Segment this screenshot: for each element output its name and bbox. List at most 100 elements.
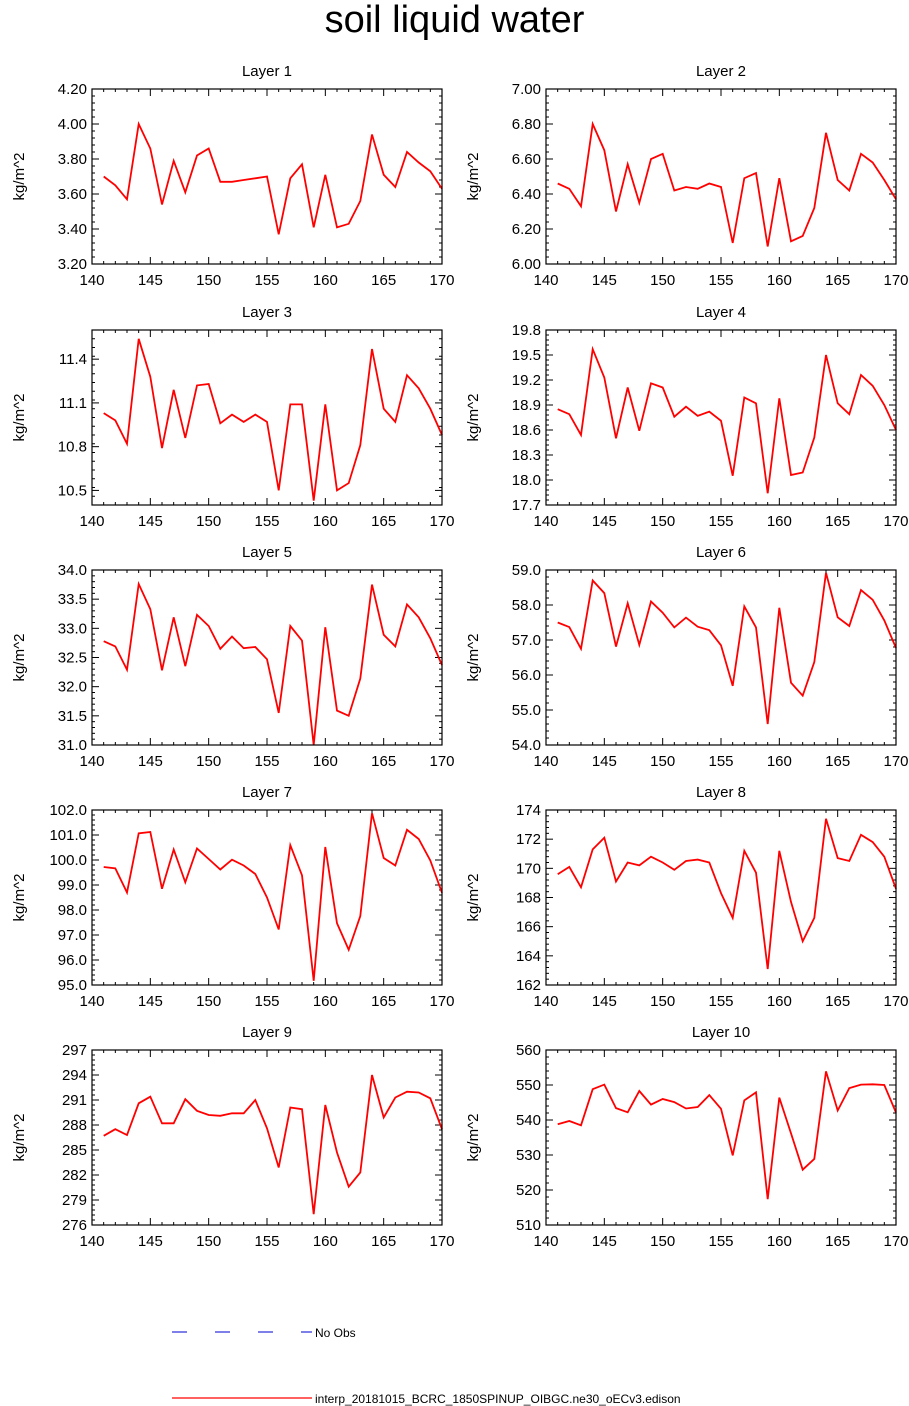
y-tick-label: 10.5	[58, 482, 87, 499]
x-tick-label: 140	[79, 1233, 104, 1250]
x-tick-label: 150	[650, 513, 675, 530]
y-tick-label: 17.7	[512, 497, 541, 514]
x-tick-label: 170	[429, 753, 454, 770]
y-tick-label: 3.20	[58, 256, 87, 273]
y-tick-label: 34.0	[58, 562, 87, 579]
x-tick-label: 165	[371, 753, 396, 770]
panel-layer-10: Layer 10 kg/m^2 140 145 150 155 160 165 170 510 52…	[465, 1024, 909, 1250]
panel-layer-2: Layer 2 kg/m^2 140 145 150 155 160 165 170 6.00 6.…	[465, 63, 909, 289]
y-axis-label: kg/m^2	[465, 1114, 482, 1162]
y-tick-label: 18.9	[512, 397, 541, 414]
y-tick-label: 96.0	[58, 952, 87, 969]
y-tick-label: 7.00	[512, 81, 541, 98]
x-tick-label: 170	[429, 513, 454, 530]
plot-frame	[545, 569, 897, 746]
y-tick-label: 99.0	[58, 877, 87, 894]
legend-series-label: interp_20181015_BCRC_1850SPINUP_OIBGC.ne…	[315, 1392, 681, 1406]
series-line	[103, 338, 443, 501]
y-tick-label: 98.0	[58, 902, 87, 919]
x-tick-label: 165	[371, 513, 396, 530]
x-tick-label: 140	[79, 993, 104, 1010]
x-tick-label: 140	[533, 272, 558, 289]
y-tick-label: 59.0	[512, 562, 541, 579]
y-tick-label: 3.80	[58, 151, 87, 168]
panel-title: Layer 2	[696, 63, 746, 80]
y-tick-label: 285	[62, 1142, 87, 1159]
x-tick-label: 140	[533, 753, 558, 770]
x-tick-label: 160	[767, 272, 792, 289]
x-tick-label: 145	[592, 272, 617, 289]
plot-frame	[545, 809, 897, 986]
plot-frame	[545, 329, 897, 506]
series-line	[557, 572, 897, 725]
y-tick-label: 100.0	[49, 852, 87, 869]
series-line	[103, 1074, 443, 1215]
y-tick-label: 95.0	[58, 977, 87, 994]
y-tick-label: 6.40	[512, 186, 541, 203]
y-tick-label: 32.5	[58, 650, 87, 667]
panel-title: Layer 1	[242, 63, 292, 80]
x-tick-label: 140	[533, 1233, 558, 1250]
y-tick-label: 31.5	[58, 708, 87, 725]
x-tick-label: 150	[196, 1233, 221, 1250]
x-tick-label: 155	[708, 993, 733, 1010]
y-axis-label: kg/m^2	[465, 394, 482, 442]
y-tick-label: 56.0	[512, 667, 541, 684]
y-tick-label: 55.0	[512, 702, 541, 719]
y-tick-label: 11.4	[59, 351, 87, 368]
x-tick-label: 165	[825, 1233, 850, 1250]
x-tick-label: 155	[708, 753, 733, 770]
x-tick-label: 165	[825, 753, 850, 770]
x-tick-label: 145	[592, 753, 617, 770]
y-tick-label: 101.0	[49, 827, 87, 844]
y-tick-label: 294	[62, 1067, 87, 1084]
x-tick-label: 150	[650, 1233, 675, 1250]
y-tick-label: 172	[516, 831, 541, 848]
x-tick-label: 150	[650, 993, 675, 1010]
plot-frame	[91, 329, 443, 506]
series-line	[557, 120, 897, 247]
y-tick-label: 33.5	[58, 591, 87, 608]
x-tick-label: 165	[371, 993, 396, 1010]
x-tick-label: 140	[533, 993, 558, 1010]
x-tick-label: 155	[708, 513, 733, 530]
y-tick-label: 168	[516, 890, 541, 907]
y-tick-label: 33.0	[58, 620, 87, 637]
x-tick-label: 155	[254, 272, 279, 289]
x-tick-label: 155	[254, 753, 279, 770]
plot-frame	[545, 88, 897, 265]
x-tick-label: 170	[429, 272, 454, 289]
panel-layer-5: Layer 5 kg/m^2 140 145 150 155 160 165 170 31.0 31…	[11, 544, 455, 770]
y-tick-label: 279	[62, 1192, 87, 1209]
plot-frame	[91, 809, 443, 986]
x-tick-label: 160	[313, 993, 338, 1010]
y-tick-label: 58.0	[512, 597, 541, 614]
y-tick-label: 170	[516, 860, 541, 877]
x-tick-label: 145	[138, 993, 163, 1010]
panel-title: Layer 3	[242, 304, 292, 321]
series-line	[557, 1071, 897, 1200]
panel-layer-8: Layer 8 kg/m^2 140 145 150 155 160 165 170 162 164…	[465, 784, 909, 1010]
y-tick-label: 174	[516, 802, 541, 819]
panel-title: Layer 6	[696, 544, 746, 561]
panel-title: Layer 9	[242, 1024, 292, 1041]
x-tick-label: 155	[708, 1233, 733, 1250]
y-tick-label: 291	[62, 1092, 87, 1109]
series-line	[557, 818, 897, 970]
x-tick-label: 165	[825, 513, 850, 530]
panel-title: Layer 4	[696, 304, 746, 321]
x-tick-label: 150	[196, 753, 221, 770]
y-tick-label: 510	[516, 1217, 541, 1234]
x-tick-label: 170	[883, 993, 908, 1010]
x-tick-label: 140	[79, 513, 104, 530]
y-tick-label: 162	[516, 977, 541, 994]
y-tick-label: 19.8	[512, 322, 541, 339]
y-tick-label: 520	[516, 1182, 541, 1199]
x-tick-label: 165	[371, 1233, 396, 1250]
x-tick-label: 155	[708, 272, 733, 289]
x-tick-label: 150	[650, 753, 675, 770]
x-tick-label: 145	[592, 1233, 617, 1250]
x-tick-label: 170	[883, 1233, 908, 1250]
